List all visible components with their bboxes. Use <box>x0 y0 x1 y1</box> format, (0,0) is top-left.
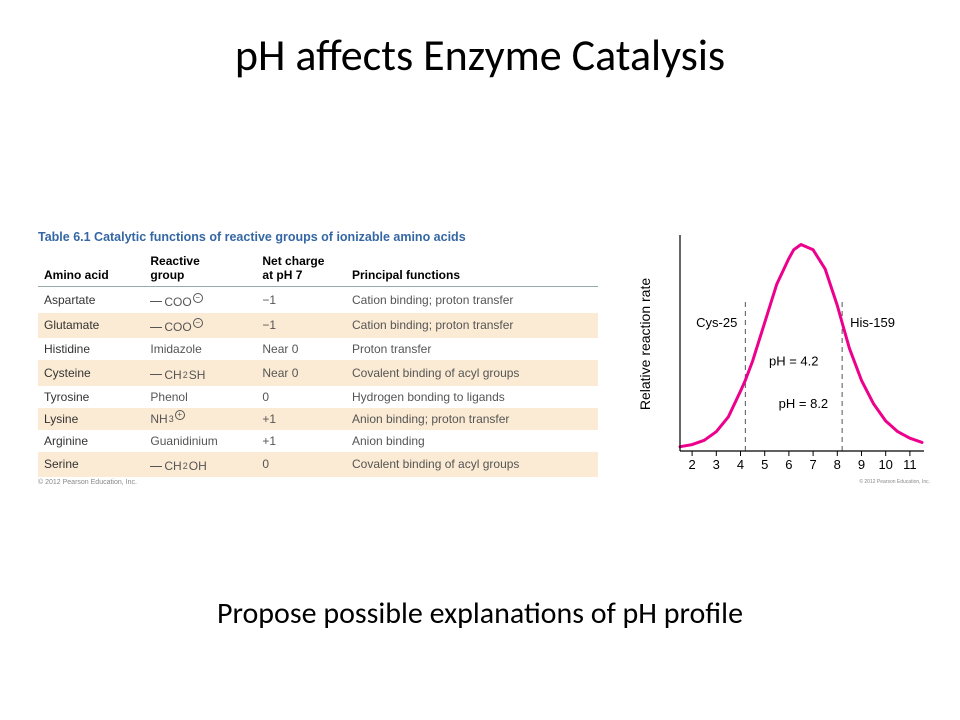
table-row: HistidineImidazoleNear 0Proton transfer <box>38 338 598 360</box>
th-reactive-group: Reactivegroup <box>144 250 256 287</box>
cell-net-charge: −1 <box>256 313 346 339</box>
cell-reactive-group: COO− <box>144 313 256 339</box>
svg-text:8: 8 <box>834 457 841 472</box>
cell-functions: Proton transfer <box>346 338 598 360</box>
th-amino-acid: Amino acid <box>38 250 144 287</box>
cell-amino-acid: Tyrosine <box>38 386 144 408</box>
cell-reactive-group: CH2OH <box>144 452 256 478</box>
table-row: LysineNH3++1Anion binding; proton transf… <box>38 408 598 430</box>
table-row: CysteineCH2SHNear 0Covalent binding of a… <box>38 360 598 386</box>
svg-text:4: 4 <box>737 457 744 472</box>
cell-amino-acid: Serine <box>38 452 144 478</box>
table-row: AspartateCOO−−1Cation binding; proton tr… <box>38 287 598 313</box>
cell-functions: Anion binding; proton transfer <box>346 408 598 430</box>
cell-functions: Covalent binding of acyl groups <box>346 360 598 386</box>
cell-net-charge: 0 <box>256 452 346 478</box>
cell-amino-acid: Histidine <box>38 338 144 360</box>
cell-functions: Anion binding <box>346 430 598 452</box>
svg-text:7: 7 <box>809 457 816 472</box>
cell-net-charge: +1 <box>256 408 346 430</box>
cell-reactive-group: NH3+ <box>144 408 256 430</box>
cell-amino-acid: Glutamate <box>38 313 144 339</box>
slide-title: pH affects Enzyme Catalysis <box>0 28 960 82</box>
svg-text:10: 10 <box>878 457 892 472</box>
cell-net-charge: Near 0 <box>256 360 346 386</box>
th-net-charge: Net chargeat pH 7 <box>256 250 346 287</box>
cell-reactive-group: Guanidinium <box>144 430 256 452</box>
cell-amino-acid: Lysine <box>38 408 144 430</box>
cell-amino-acid: Arginine <box>38 430 144 452</box>
cell-functions: Covalent binding of acyl groups <box>346 452 598 478</box>
amino-acid-table-region: Table 6.1 Catalytic functions of reactiv… <box>38 230 598 486</box>
table-copyright: © 2012 Pearson Education, Inc. <box>38 479 598 486</box>
svg-text:11: 11 <box>903 457 917 472</box>
cell-reactive-group: Phenol <box>144 386 256 408</box>
svg-text:Cys-25: Cys-25 <box>696 315 737 330</box>
cell-net-charge: −1 <box>256 287 346 313</box>
svg-text:5: 5 <box>761 457 768 472</box>
svg-text:Relative reaction rate: Relative reaction rate <box>637 278 653 411</box>
footer-prompt: Propose possible explanations of pH prof… <box>0 595 960 632</box>
svg-text:2: 2 <box>688 457 695 472</box>
svg-text:6: 6 <box>785 457 792 472</box>
cell-reactive-group: Imidazole <box>144 338 256 360</box>
th-functions: Principal functions <box>346 250 598 287</box>
ph-profile-chart: 2 3 4 5 6 7 8 9 10 11 Relative reaction rate Cys-25… <box>632 225 932 485</box>
svg-text:3: 3 <box>713 457 720 472</box>
cell-net-charge: Near 0 <box>256 338 346 360</box>
svg-text:pH = 8.2: pH = 8.2 <box>779 396 829 411</box>
cell-amino-acid: Cysteine <box>38 360 144 386</box>
cell-functions: Hydrogen bonding to ligands <box>346 386 598 408</box>
cell-reactive-group: CH2SH <box>144 360 256 386</box>
table-row: SerineCH2OH0Covalent binding of acyl gro… <box>38 452 598 478</box>
svg-text:His-159: His-159 <box>850 315 895 330</box>
cell-net-charge: +1 <box>256 430 346 452</box>
svg-text:9: 9 <box>858 457 865 472</box>
table-row: ArginineGuanidinium+1Anion binding <box>38 430 598 452</box>
table-caption: Table 6.1 Catalytic functions of reactiv… <box>38 230 598 244</box>
amino-acid-table: Amino acid Reactivegroup Net chargeat pH… <box>38 250 598 477</box>
table-row: GlutamateCOO−−1Cation binding; proton tr… <box>38 313 598 339</box>
cell-net-charge: 0 <box>256 386 346 408</box>
table-row: TyrosinePhenol0Hydrogen bonding to ligan… <box>38 386 598 408</box>
cell-reactive-group: COO− <box>144 287 256 313</box>
svg-text:© 2012 Pearson Education, Inc.: © 2012 Pearson Education, Inc. <box>859 478 930 485</box>
svg-text:pH = 4.2: pH = 4.2 <box>769 353 819 368</box>
cell-functions: Cation binding; proton transfer <box>346 313 598 339</box>
cell-amino-acid: Aspartate <box>38 287 144 313</box>
cell-functions: Cation binding; proton transfer <box>346 287 598 313</box>
